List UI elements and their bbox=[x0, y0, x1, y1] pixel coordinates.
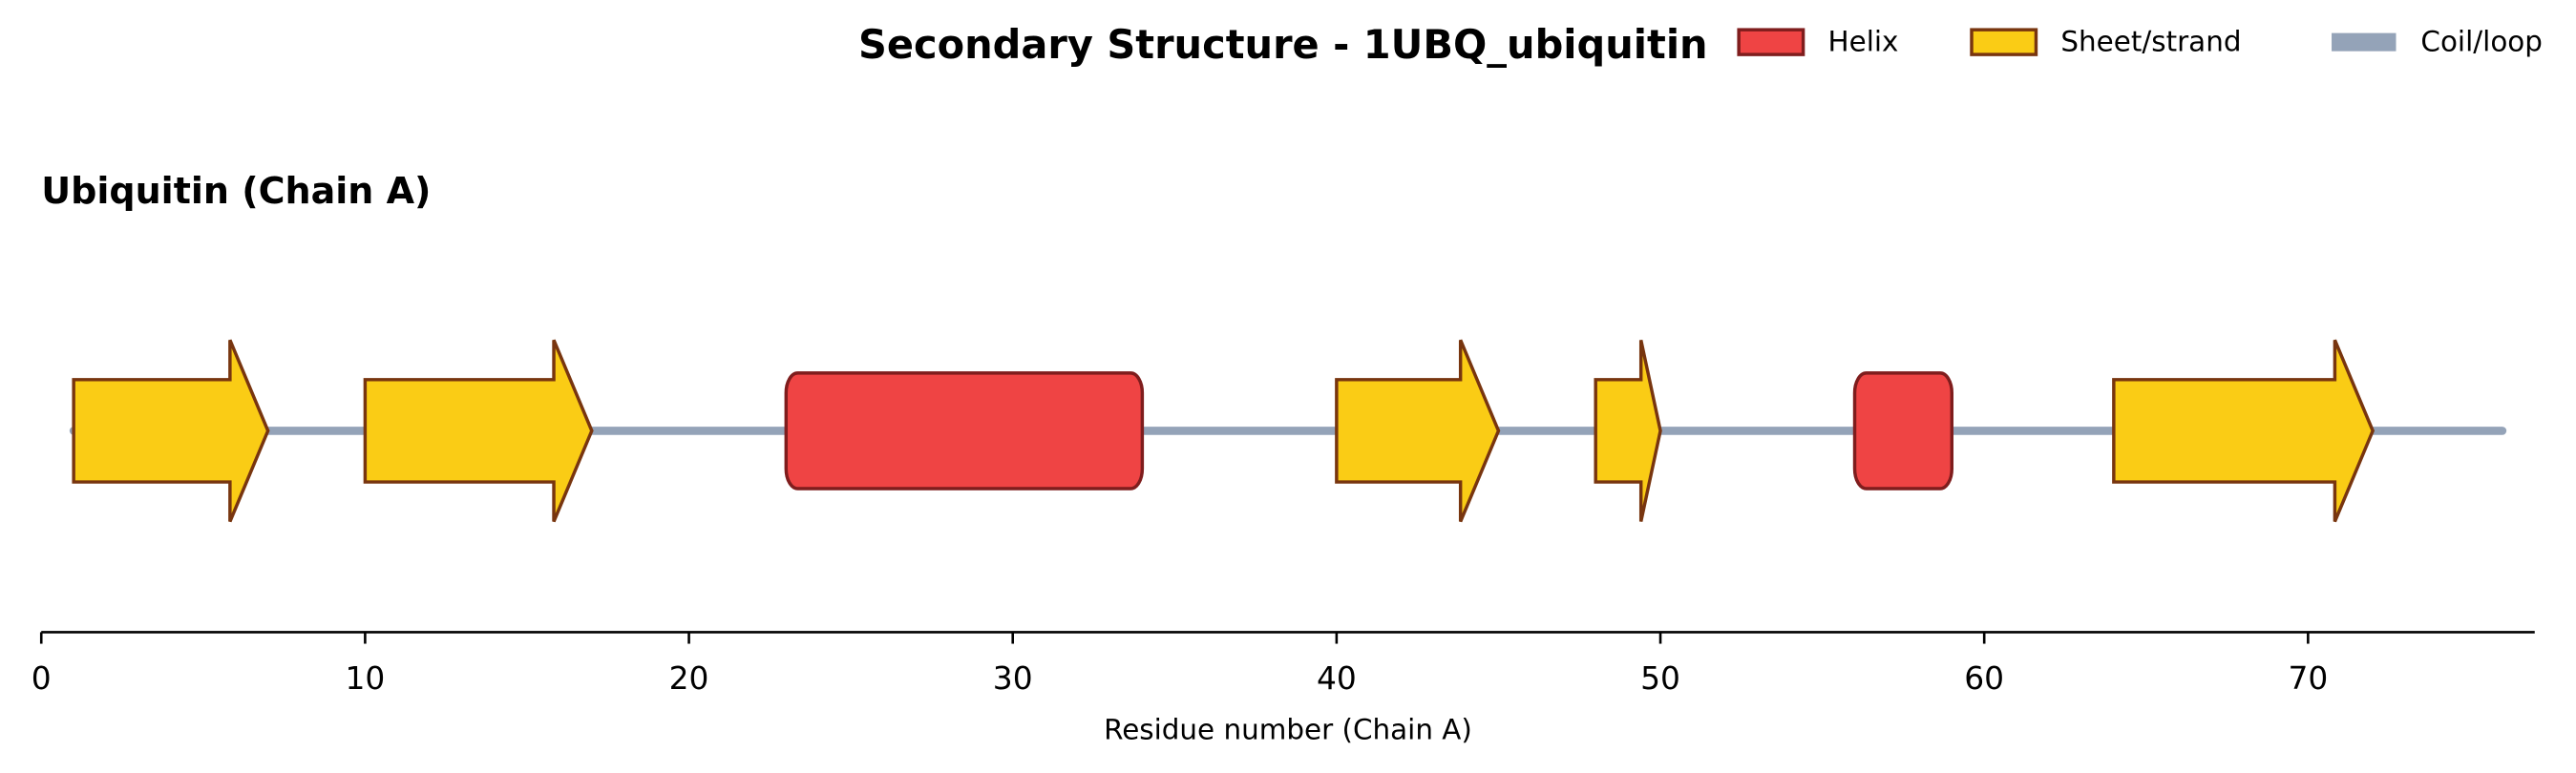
helix bbox=[784, 371, 1145, 491]
x-tick-label: 20 bbox=[669, 659, 709, 697]
strand bbox=[1335, 339, 1501, 523]
strand bbox=[72, 339, 270, 523]
helix bbox=[1852, 371, 1954, 491]
legend-label: Coil/loop bbox=[2420, 26, 2543, 58]
x-tick-label: 10 bbox=[345, 659, 385, 697]
legend-label: Sheet/strand bbox=[2060, 26, 2241, 58]
x-tick-label: 40 bbox=[1317, 659, 1357, 697]
legend-swatch bbox=[1970, 28, 2038, 56]
legend-label: Helix bbox=[1828, 26, 1899, 58]
x-tick-label: 30 bbox=[993, 659, 1033, 697]
strand bbox=[1594, 339, 1662, 522]
x-axis-label: Residue number (Chain A) bbox=[1104, 714, 1472, 746]
strand bbox=[363, 339, 594, 523]
chart-title: Secondary Structure - 1UBQ_ubiquitin bbox=[858, 21, 1708, 68]
x-tick-label: 0 bbox=[32, 659, 52, 697]
strand bbox=[2112, 339, 2375, 523]
x-tick-label: 70 bbox=[2288, 659, 2328, 697]
legend-swatch bbox=[1737, 28, 1805, 56]
legend-swatch bbox=[2332, 32, 2397, 52]
x-tick-label: 60 bbox=[1964, 659, 2004, 697]
subtitle: Ubiquitin (Chain A) bbox=[41, 170, 431, 212]
x-tick-label: 50 bbox=[1640, 659, 1680, 697]
